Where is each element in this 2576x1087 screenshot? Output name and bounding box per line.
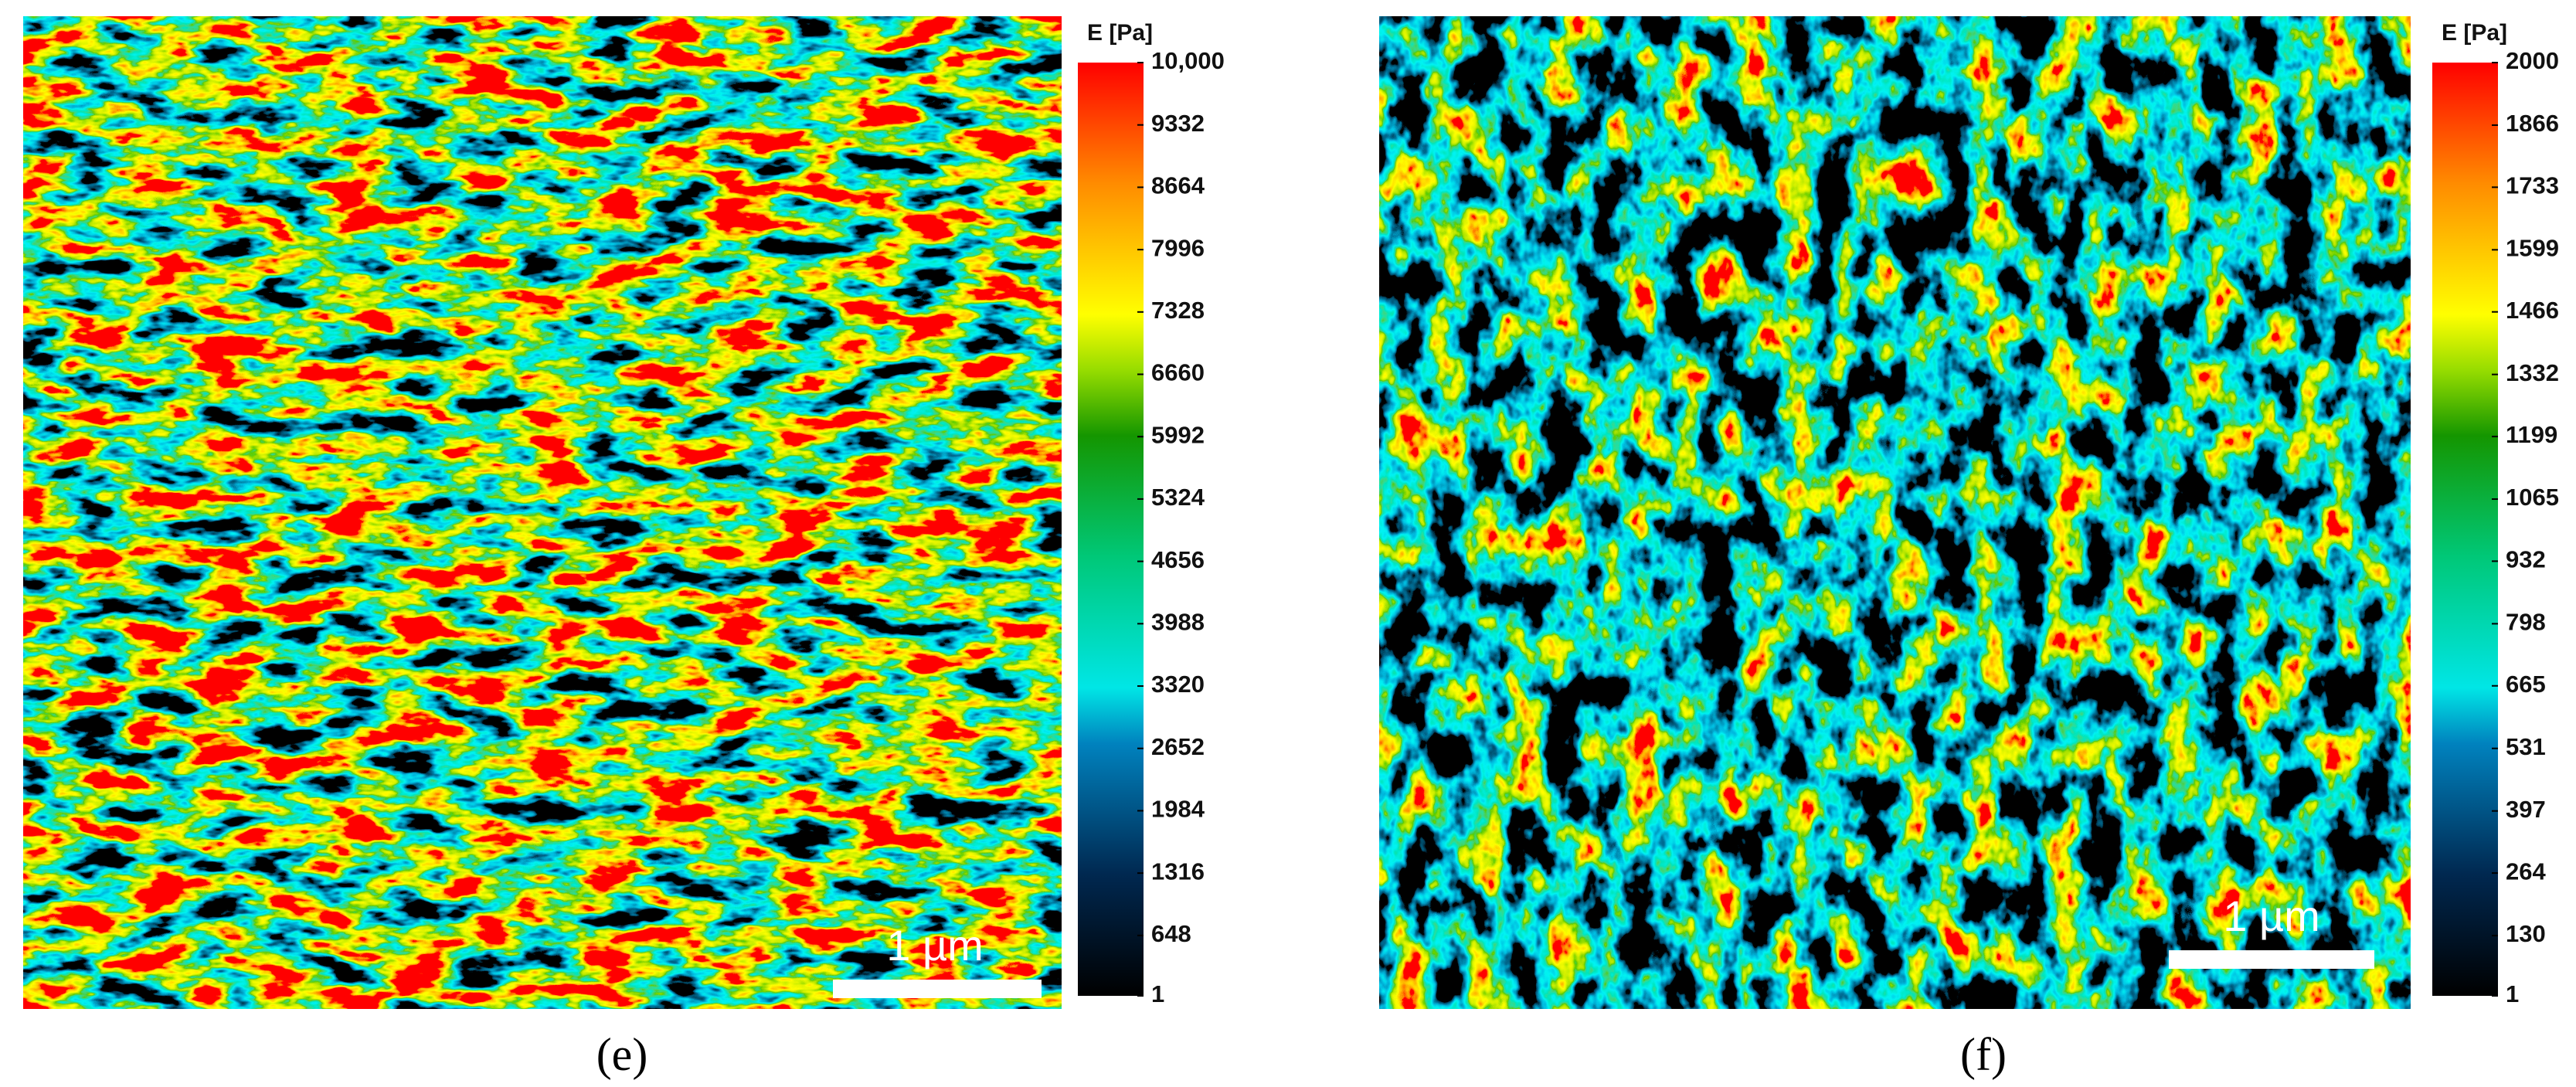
colorbar-tick-label: 1984	[1151, 796, 1205, 823]
panel-label: (e)	[596, 1029, 648, 1080]
colorbar-tick-label: 5992	[1151, 421, 1205, 448]
scale-bar-label: 1 µm	[2223, 892, 2320, 940]
colorbar-tick-label: 1332	[2506, 359, 2559, 386]
colorbar-tick-label: 1866	[2506, 110, 2559, 137]
scale-bar	[833, 980, 1042, 998]
colorbar-tick-label: 130	[2506, 920, 2546, 947]
colorbar-tick-label: 1065	[2506, 484, 2559, 511]
colorbar-title: E [Pa]	[1087, 20, 1153, 46]
colorbar-tick-label: 1	[1151, 980, 1164, 1007]
modulus-map	[1379, 16, 2411, 1009]
colorbar-tick-label: 10,000	[1151, 47, 1225, 74]
colorbar-tick-label: 1466	[2506, 297, 2559, 324]
colorbar-tick-label: 6660	[1151, 359, 1205, 386]
colorbar-title: E [Pa]	[2442, 20, 2507, 46]
colorbar-tick-label: 531	[2506, 733, 2546, 760]
colorbar-tick-label: 1599	[2506, 235, 2559, 262]
colorbar-tick-label: 7328	[1151, 297, 1205, 324]
colorbar-tick-label: 3320	[1151, 671, 1205, 698]
colorbar-tick-label: 1199	[2506, 421, 2557, 448]
colorbar-tick-label: 798	[2506, 609, 2546, 636]
colorbar-tick-label: 1	[2506, 980, 2519, 1007]
colorbar	[2432, 63, 2498, 996]
colorbar-tick-label: 932	[2506, 546, 2546, 573]
panel-label: (f)	[1960, 1029, 2007, 1080]
modulus-map	[23, 16, 1062, 1009]
colorbar-tick-label: 2652	[1151, 733, 1205, 760]
colorbar-tick-label: 2000	[2506, 47, 2559, 74]
colorbar-tick-label: 9332	[1151, 110, 1205, 137]
scale-bar-label: 1 µm	[886, 921, 984, 970]
colorbar	[1078, 63, 1144, 996]
colorbar-tick-label: 4656	[1151, 546, 1205, 573]
colorbar-tick-label: 1733	[2506, 172, 2559, 199]
colorbar-tick-label: 5324	[1151, 484, 1205, 511]
colorbar-tick-label: 397	[2506, 796, 2546, 823]
colorbar-tick-label: 264	[2506, 858, 2546, 885]
colorbar-tick-label: 665	[2506, 671, 2546, 698]
colorbar-tick-label: 7996	[1151, 234, 1205, 261]
colorbar-tick-label: 648	[1151, 920, 1191, 947]
colorbar-tick-label: 1316	[1151, 858, 1205, 885]
colorbar-tick-label: 3988	[1151, 609, 1205, 636]
colorbar-tick-label: 8664	[1151, 172, 1205, 199]
scale-bar	[2169, 950, 2374, 969]
